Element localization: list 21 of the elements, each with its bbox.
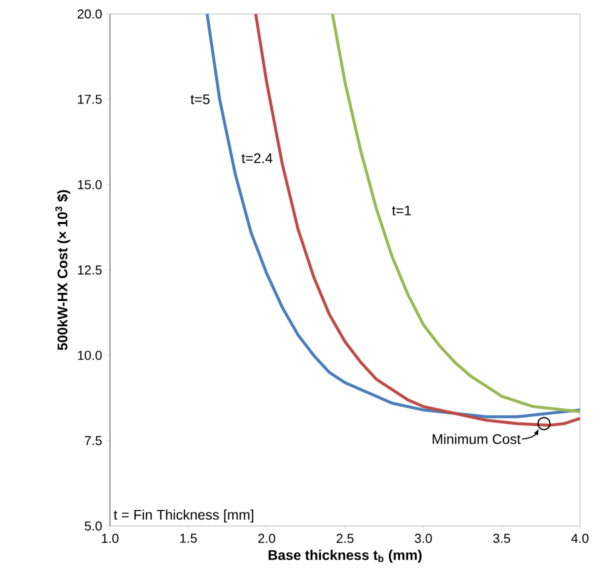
x-axis-title: Base thickness t$_{b}$ (mm) — [268, 550, 422, 563]
y-tick-label: 10.0 — [78, 350, 102, 360]
x-tick-label: 2.0 — [258, 534, 276, 543]
series-label: t=5 — [190, 94, 210, 104]
series-label: t=1 — [392, 206, 411, 216]
x-tick-label: 1.5 — [180, 534, 197, 543]
annotation: t = Fin Thickness [mm] — [114, 509, 254, 522]
y-tick-label: 7.5 — [84, 436, 102, 446]
y-tick-label: 5.0 — [84, 521, 102, 531]
y-tick-label: 17.5 — [78, 94, 102, 104]
x-tick-label: 1.0 — [102, 534, 119, 543]
y-tick-label: 20.0 — [78, 9, 102, 19]
series-label: t=2.4 — [242, 153, 272, 164]
x-tick-label: 4.0 — [571, 534, 589, 543]
y-tick-label: 12.5 — [78, 265, 102, 275]
annotation: Minimum Cost — [432, 434, 521, 444]
x-tick-label: 2.5 — [336, 534, 354, 543]
x-tick-label: 3.5 — [493, 534, 510, 543]
y-tick-label: 15.0 — [78, 180, 102, 190]
x-tick-label: 3.0 — [414, 534, 432, 543]
y-axis-title: 500kW-HX Cost (× 10$^{3}$ $) — [55, 190, 70, 350]
